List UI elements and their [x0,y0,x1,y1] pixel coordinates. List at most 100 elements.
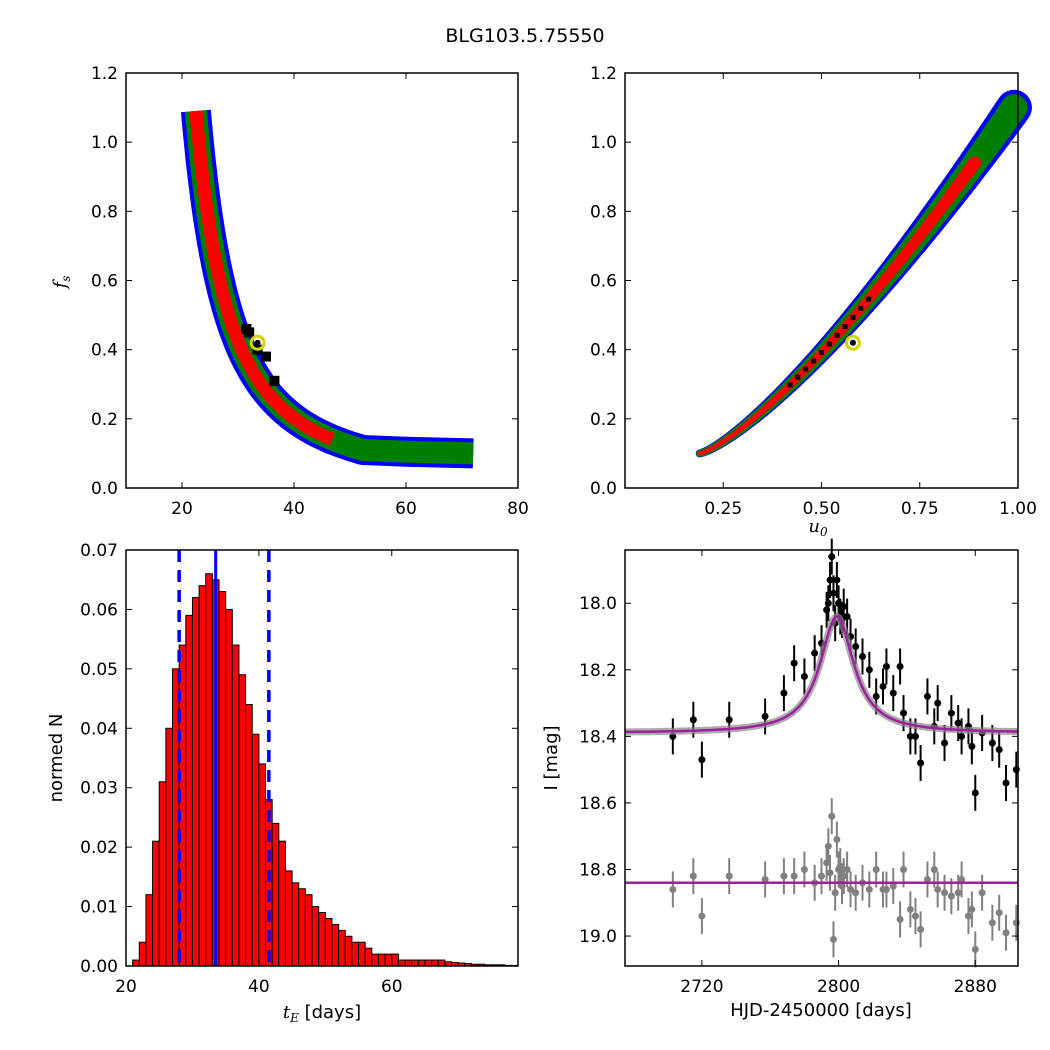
residual-point [725,872,733,880]
data-point [826,576,834,584]
data-point [824,599,832,607]
residual-point [947,892,955,900]
data-point [725,716,733,724]
y-tick-label: 0.05 [80,660,118,680]
x-tick-label: 80 [507,499,529,519]
x-tick-label: 40 [248,977,270,997]
residual-point [761,875,769,883]
middle-region [184,103,474,465]
data-point [829,589,837,597]
residual-point [872,865,880,873]
light-curve-data [624,538,1020,968]
best-fit-marker-core [849,339,856,346]
histogram-bar [231,644,240,967]
best-fit-marker-core [254,339,261,346]
data-point [923,692,931,700]
core-cell [241,323,252,334]
axes-frame [624,549,1019,967]
histogram-bar [364,947,373,967]
data-point [934,699,942,707]
y-tick-label: 0.02 [80,838,118,858]
residual-point [843,865,851,873]
y-tick-label: 0.06 [80,600,118,620]
figure-title: BLG103.5.75550 [445,25,604,47]
residual-point [906,905,914,913]
residual-point [934,885,942,893]
y-tick-label: 0.2 [590,410,617,430]
histogram-bar [245,704,253,967]
histogram-bar [185,614,193,967]
data-point [968,742,976,750]
residual-point [840,872,848,880]
y-tick-label: 0.6 [91,272,118,292]
y-tick-label: 18.4 [579,727,617,747]
x-tick-label: 2720 [680,977,723,997]
y-tick-label: 18.2 [579,661,617,681]
histogram-bar [218,591,227,967]
x-tick-label: 20 [115,977,137,997]
y-axis-label: normed N [46,714,67,803]
data-point [995,746,1003,754]
core-cell [819,350,824,356]
middle-region [996,94,1028,127]
y-tick-label: 0.4 [590,341,617,361]
residual-point [669,885,677,893]
x-tick-label: 60 [395,499,417,519]
residual-point [831,889,839,897]
residual-point [958,875,966,883]
data-point [843,613,851,621]
histogram-bar [311,906,320,967]
panel-tE-histogram: 20 40 60 0.00 0.01 0.02 0.03 0.04 0.05 0.06 0.07 n… [46,541,519,1025]
y-tick-label: 0.07 [80,541,118,561]
residual-point [900,865,908,873]
y-tick-label: 0.01 [80,898,118,918]
residual-point [896,915,904,923]
histogram-bar [331,923,340,967]
x-tick-label: 2880 [954,977,997,997]
model-curve [624,615,1019,734]
histogram-bar [324,917,333,967]
residual-point [954,889,962,897]
residual-point [847,885,855,893]
axes-frame [624,72,1019,489]
axis-ticks: 0.25 0.50 0.75 1.00 0.0 0.2 0.4 0.6 0.8 1.0 1.2 [590,64,1037,519]
y-tick-label: 1.0 [590,133,617,153]
data-point [906,732,914,740]
histogram-bar [251,733,260,967]
residual-point [790,872,798,880]
y-tick-label: 18.8 [579,860,617,880]
y-tick-label: 0.0 [590,479,617,499]
residual-point [964,912,972,920]
core-cell [261,351,271,362]
x-axis-label: tE [days] [283,1002,361,1025]
inner-region [964,156,982,175]
residual-point [911,912,919,920]
histogram-bar [138,941,147,967]
data-point [780,689,788,697]
panel-light-curve: 2720 2800 2880 18.0 18.2 18.4 18.6 18.8 19.0 I [… [541,538,1020,1021]
x-tick-label: 1.00 [999,499,1037,519]
data-point [911,732,919,740]
x-axis-label: HJD-2450000 [days] [730,1000,912,1021]
histogram-bar [258,763,267,967]
histogram-bar [344,935,353,967]
residual-point [780,872,788,880]
inner-region [189,108,335,446]
posterior-density-u0 [695,89,1032,458]
residual-point [800,865,808,873]
y-tick-label: 19.0 [579,927,617,947]
histogram-bar [191,597,200,967]
residual-point [917,925,925,933]
best-fit-marker [249,334,266,351]
histogram-bar [278,840,286,967]
residual-point [889,882,897,890]
histogram-bar [318,912,326,967]
residual-point [818,872,825,880]
histogram-bar [284,870,293,967]
residual-point [995,909,1003,917]
data-point [859,652,867,660]
residual-point [988,919,996,927]
axis-ticks: 2720 2800 2880 18.0 18.2 18.4 18.6 18.8 19.0 [579,550,1018,997]
axis-ticks: 20 40 60 0.00 0.01 0.02 0.03 0.04 0.05 0.06 0.07 [80,541,518,997]
residual-point [826,869,834,877]
